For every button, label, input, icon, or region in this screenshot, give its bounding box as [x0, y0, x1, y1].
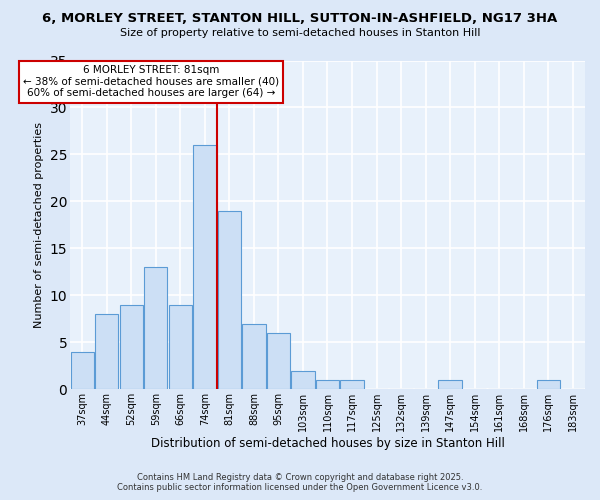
- Bar: [242, 324, 266, 390]
- Bar: [71, 352, 94, 390]
- Bar: [267, 333, 290, 390]
- Bar: [169, 304, 192, 390]
- Bar: [193, 145, 217, 390]
- Bar: [316, 380, 339, 390]
- Bar: [439, 380, 462, 390]
- Bar: [119, 304, 143, 390]
- Text: 6 MORLEY STREET: 81sqm
← 38% of semi-detached houses are smaller (40)
60% of sem: 6 MORLEY STREET: 81sqm ← 38% of semi-det…: [23, 65, 279, 98]
- Bar: [340, 380, 364, 390]
- Y-axis label: Number of semi-detached properties: Number of semi-detached properties: [34, 122, 44, 328]
- Bar: [218, 211, 241, 390]
- X-axis label: Distribution of semi-detached houses by size in Stanton Hill: Distribution of semi-detached houses by …: [151, 437, 505, 450]
- Bar: [95, 314, 118, 390]
- Bar: [144, 267, 167, 390]
- Bar: [536, 380, 560, 390]
- Text: 6, MORLEY STREET, STANTON HILL, SUTTON-IN-ASHFIELD, NG17 3HA: 6, MORLEY STREET, STANTON HILL, SUTTON-I…: [43, 12, 557, 26]
- Bar: [292, 370, 314, 390]
- Text: Contains HM Land Registry data © Crown copyright and database right 2025.
Contai: Contains HM Land Registry data © Crown c…: [118, 473, 482, 492]
- Text: Size of property relative to semi-detached houses in Stanton Hill: Size of property relative to semi-detach…: [120, 28, 480, 38]
